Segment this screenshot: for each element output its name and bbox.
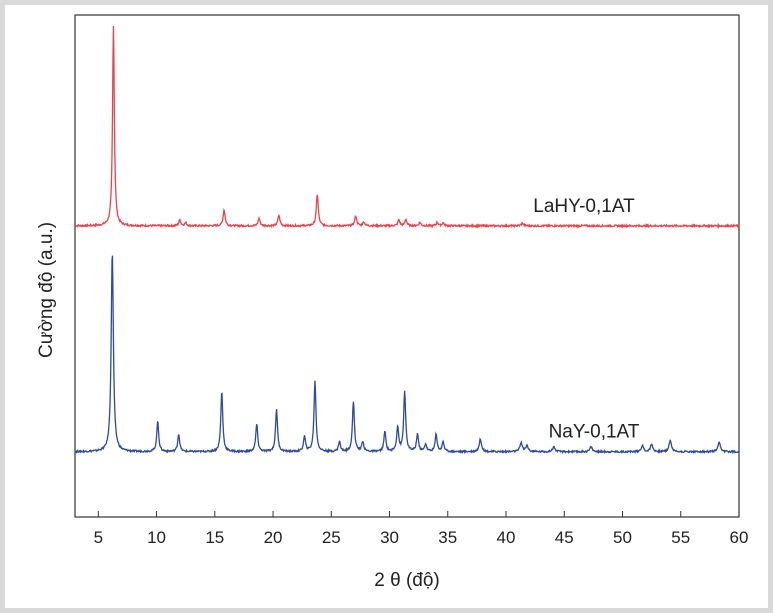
- x-tick-label: 60: [730, 528, 749, 547]
- y-axis-title: Cường độ (a.u.): [36, 222, 57, 358]
- x-axis-title: 2 θ (độ): [374, 570, 439, 591]
- series-label-1: NaY-0,1AT: [549, 422, 640, 443]
- x-tick-label: 5: [94, 528, 103, 547]
- x-tick-label: 10: [147, 528, 166, 547]
- x-tick-label: 25: [322, 528, 341, 547]
- x-tick-label: 55: [671, 528, 690, 547]
- series-line-0: [74, 25, 740, 229]
- x-tick-label: 45: [555, 528, 574, 547]
- series-labels: LaHY-0,1AT NaY-0,1AT: [533, 196, 640, 443]
- x-tick-label: 40: [497, 528, 516, 547]
- x-tick-label: 50: [613, 528, 632, 547]
- x-tick-label: 30: [380, 528, 399, 547]
- x-axis-ticks: 5 10 15 20 25 30 35 40 45 50 55 60: [94, 511, 749, 547]
- x-tick-label: 35: [438, 528, 457, 547]
- x-tick-label: 15: [205, 528, 224, 547]
- x-tick-label: 20: [264, 528, 283, 547]
- series-layer: [74, 25, 740, 455]
- series-label-0: LaHY-0,1AT: [533, 196, 635, 217]
- series-line-1: [74, 255, 740, 455]
